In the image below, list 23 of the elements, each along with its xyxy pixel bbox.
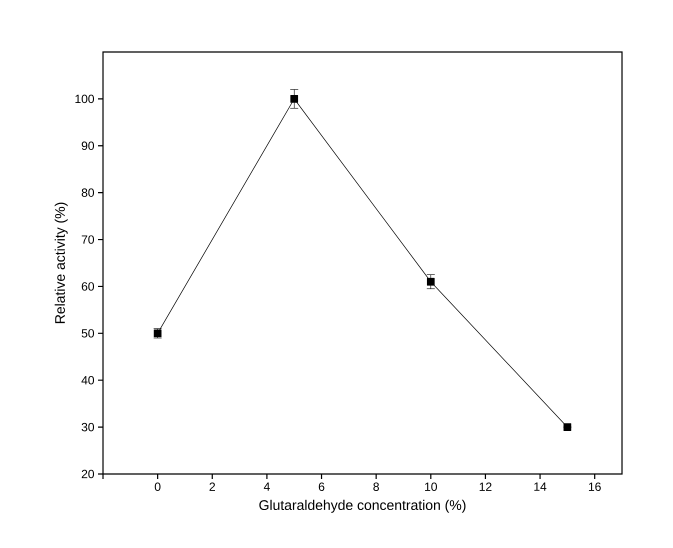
y-tick-label: 80 (82, 188, 94, 197)
y-tick-label: 60 (82, 282, 94, 291)
x-tick-label: 8 (373, 482, 379, 491)
x-tick-label: 16 (588, 482, 601, 491)
x-tick-label: 0 (154, 482, 160, 491)
y-tick-label: 30 (82, 422, 94, 432)
point (564, 423, 572, 431)
y-axis-title: Relative activity (%) (54, 202, 68, 324)
y-tick-label: 40 (81, 376, 94, 384)
x-tick-label: 14 (534, 482, 546, 491)
y-tick-label: 20 (82, 470, 94, 478)
x-tick-label: 2 (210, 482, 215, 491)
x-tick-label: 10 (425, 482, 437, 491)
y-tick-label: 100 (75, 94, 94, 104)
y-tick-label: 90 (82, 142, 94, 150)
y-tick-label: 50 (82, 329, 94, 338)
x-tick-label: 12 (480, 482, 492, 491)
x-axis-title: Glutaraldehyde concentration (%) (259, 500, 466, 513)
x-tick-label: 4 (264, 482, 270, 491)
y-tick-label: 70 (82, 235, 94, 244)
x-tick-label: 6 (318, 482, 324, 491)
point (290, 95, 298, 103)
point (426, 278, 435, 286)
